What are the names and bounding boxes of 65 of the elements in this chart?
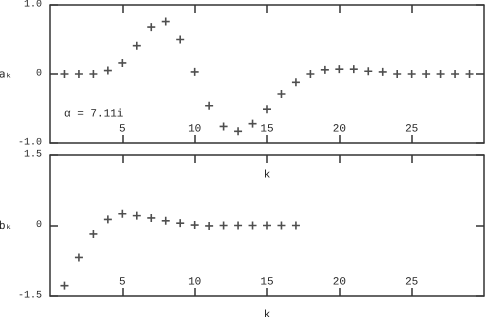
x-tick-label: 15 bbox=[260, 276, 274, 288]
x-tick-label: 5 bbox=[119, 276, 126, 288]
point bbox=[263, 105, 271, 114]
point bbox=[162, 216, 170, 225]
point bbox=[147, 214, 156, 222]
point bbox=[89, 230, 98, 238]
point bbox=[263, 222, 271, 230]
point bbox=[205, 222, 214, 230]
x-tick-label: 25 bbox=[405, 276, 418, 288]
point bbox=[220, 122, 228, 130]
x-tick-label: 20 bbox=[332, 276, 346, 288]
point bbox=[466, 70, 474, 78]
y-tick-label: 0 bbox=[36, 220, 42, 231]
x-tick-label: 25 bbox=[405, 124, 418, 136]
point bbox=[74, 253, 83, 262]
annotation: α = 7.11i bbox=[64, 108, 124, 120]
point bbox=[320, 66, 329, 74]
point bbox=[422, 70, 430, 78]
point bbox=[292, 78, 300, 86]
y-tick-label: 1.0 bbox=[24, 0, 42, 10]
point bbox=[147, 23, 156, 32]
point bbox=[74, 70, 83, 78]
point bbox=[234, 222, 242, 230]
point bbox=[190, 68, 199, 76]
point bbox=[248, 120, 257, 128]
point bbox=[176, 36, 184, 44]
x-tick-label: 20 bbox=[332, 124, 346, 136]
point bbox=[335, 65, 344, 74]
point bbox=[190, 221, 199, 230]
point bbox=[132, 212, 141, 220]
point bbox=[205, 102, 214, 110]
point bbox=[393, 70, 402, 78]
point bbox=[378, 68, 387, 76]
point bbox=[436, 70, 445, 78]
point bbox=[89, 70, 98, 78]
point bbox=[132, 42, 141, 50]
point bbox=[176, 219, 184, 228]
point bbox=[408, 70, 416, 78]
point bbox=[234, 127, 242, 136]
x-tick-label: 10 bbox=[188, 276, 202, 288]
point bbox=[350, 65, 358, 74]
point bbox=[451, 70, 460, 78]
x-tick-label: 15 bbox=[260, 124, 274, 136]
point bbox=[162, 18, 170, 26]
point bbox=[104, 215, 112, 224]
point bbox=[306, 70, 314, 78]
point bbox=[277, 90, 286, 98]
point bbox=[60, 70, 68, 78]
point bbox=[364, 67, 372, 76]
x-axis-title: k bbox=[264, 170, 271, 182]
point bbox=[118, 210, 126, 218]
x-tick-label: 5 bbox=[119, 124, 126, 136]
point bbox=[248, 222, 257, 230]
point bbox=[104, 66, 112, 75]
point bbox=[220, 222, 228, 230]
y-tick-label: -1.0 bbox=[18, 138, 42, 148]
y-axis-title: bₖ bbox=[0, 219, 12, 232]
y-tick-label: 1.5 bbox=[24, 150, 42, 160]
x-tick-label: 10 bbox=[188, 124, 202, 136]
point bbox=[60, 282, 68, 290]
y-tick-label: 0 bbox=[36, 68, 42, 80]
point bbox=[277, 222, 286, 230]
y-tick-label: -1.5 bbox=[18, 290, 42, 302]
point bbox=[118, 58, 126, 67]
point bbox=[292, 222, 300, 230]
